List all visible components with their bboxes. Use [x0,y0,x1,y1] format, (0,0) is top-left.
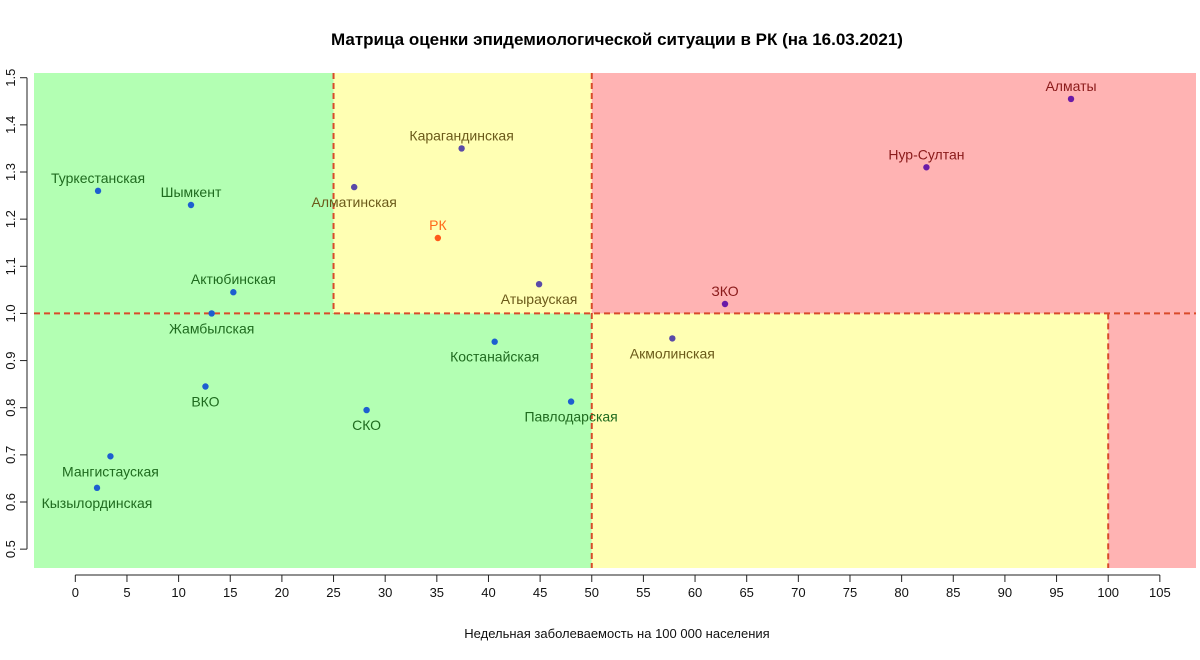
data-point [202,383,209,390]
y-tick-label: 1.3 [3,163,18,181]
x-tick-label: 85 [946,585,960,600]
y-tick-label: 0.9 [3,352,18,370]
data-point-label: Кызылординская [42,495,153,511]
x-tick-label: 30 [378,585,392,600]
data-point [350,183,358,191]
data-point [721,300,729,308]
x-tick-label: 90 [998,585,1012,600]
data-point-label: Павлодарская [524,409,617,425]
x-tick-label: 0 [72,585,79,600]
data-point-label: Костанайская [450,349,539,365]
data-point [923,164,930,171]
data-point-label: Шымкент [161,184,222,200]
data-point [107,453,114,460]
data-point [669,335,676,342]
x-tick-label: 50 [585,585,599,600]
data-point-label: Атырауская [501,291,578,307]
chart-title: Матрица оценки эпидемиологической ситуац… [331,30,903,49]
y-tick-label: 1.0 [3,304,18,322]
zone-2 [333,73,592,314]
data-point [567,398,575,405]
data-point [458,145,465,152]
x-tick-label: 45 [533,585,547,600]
data-point [94,187,102,195]
data-point [491,338,498,345]
y-tick-label: 0.7 [3,446,18,464]
x-tick-label: 95 [1049,585,1063,600]
data-point-label: РК [429,217,447,233]
x-tick-label: 35 [430,585,444,600]
data-point-label: Нур-Султан [888,146,964,162]
data-point-label: Карагандинская [409,127,513,143]
y-tick-label: 0.8 [3,399,18,417]
data-point [93,484,101,492]
y-tick-label: 1.1 [3,257,18,275]
y-tick-label: 0.6 [3,493,18,511]
data-point [230,289,237,296]
y-tick-label: 0.5 [3,540,18,558]
y-tick-label: 1.4 [3,116,18,134]
x-tick-label: 10 [171,585,185,600]
data-point [434,234,442,242]
data-point [187,201,195,209]
y-tick-label: 1.5 [3,69,18,87]
y-tick-label: 1.2 [3,210,18,228]
data-point-label: Жамбылская [169,320,254,336]
data-point-label: Алматы [1045,78,1096,94]
point-labels-layer: Туркестанская Шымкент Актюбинская Жамбылска… [42,78,1097,511]
data-point-label: СКО [352,417,381,433]
threshold-lines-layer [34,73,1196,568]
x-tick-label: 15 [223,585,237,600]
x-tick-label: 70 [791,585,805,600]
x-tick-label: 80 [894,585,908,600]
axes-layer: 0 5 10 15 20 25 30 35 40 45 50 55 60 65 70 75 80 85 90 95 10… [3,69,1171,600]
zone-1 [34,313,592,568]
x-axis-label: Недельная заболеваемость на 100 000 насе… [464,626,769,641]
x-tick-label: 5 [123,585,130,600]
zones-layer [34,73,1196,568]
x-tick-label: 55 [636,585,650,600]
data-point [535,281,543,288]
data-point-label: Актюбинская [191,271,276,287]
data-point-label: Алматинская [312,194,397,210]
data-point-label: ВКО [191,394,219,410]
data-point-label: ЗКО [711,283,738,299]
data-point [208,310,215,317]
zone-4 [591,73,1196,314]
x-tick-label: 75 [843,585,857,600]
zone-0 [34,73,334,314]
x-tick-label: 60 [688,585,702,600]
x-tick-label: 65 [739,585,753,600]
x-tick-label: 105 [1149,585,1171,600]
points-layer [93,95,1075,492]
data-point [1067,95,1075,103]
data-point-label: Мангистауская [62,463,159,479]
x-tick-label: 20 [275,585,289,600]
x-tick-label: 25 [326,585,340,600]
data-point [363,406,370,414]
x-tick-label: 100 [1097,585,1119,600]
data-point-label: Туркестанская [51,170,145,186]
x-tick-label: 40 [481,585,495,600]
zone-5 [1108,313,1196,568]
zone-3 [591,313,1109,568]
data-point-label: Акмолинская [630,345,715,361]
